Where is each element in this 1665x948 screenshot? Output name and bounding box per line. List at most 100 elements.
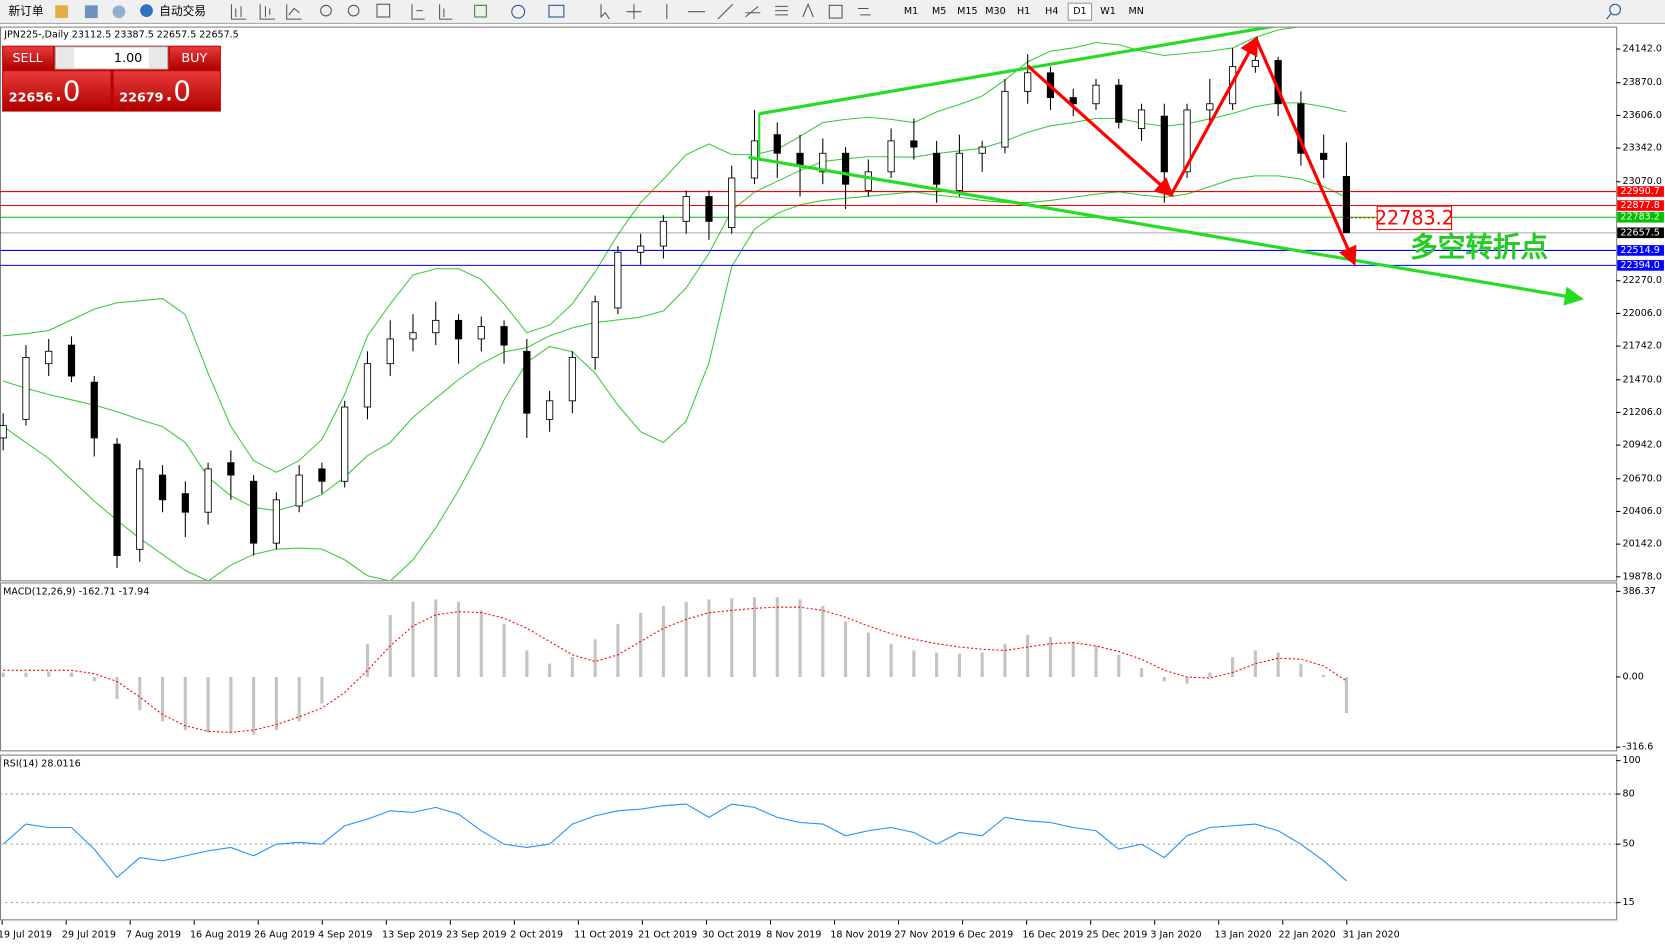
price-label-bg	[1617, 260, 1664, 271]
bid-main: 22656	[9, 90, 53, 105]
y-tick-label: 24142.0	[1623, 44, 1662, 55]
macd-bar	[320, 676, 324, 704]
candle-body	[955, 152, 964, 191]
y-tick-label: 21470.0	[1623, 374, 1662, 385]
macd-bar	[1, 672, 5, 677]
timeframe[interactable]: W1	[1100, 6, 1116, 17]
rsi-tick-label: 15	[1623, 897, 1635, 908]
candle-body	[1001, 90, 1009, 148]
candle-body	[67, 344, 76, 377]
candle-body	[1137, 109, 1146, 129]
icon[interactable]	[55, 5, 68, 19]
arrow	[1026, 64, 1175, 198]
rsi-plot	[0, 793, 1617, 904]
macd-bar	[1231, 657, 1235, 677]
icon[interactable]	[112, 5, 126, 19]
x-tick-label: 18 Nov 2019	[830, 930, 891, 941]
candle-body	[614, 251, 622, 309]
buy-label[interactable]: BUY	[181, 51, 207, 66]
rsi-line	[2, 803, 1347, 882]
y-tick-label: 23606.0	[1623, 110, 1662, 121]
bollinger-middle	[3, 102, 1347, 512]
x-tick-label: 22 Jan 2020	[1278, 930, 1335, 941]
lot-down[interactable]	[56, 47, 75, 69]
main-frame	[0, 26, 1618, 582]
price-label-bg	[1617, 245, 1664, 256]
toolbar: 新订单 自动交易 M1 M5 M15 M30 H1 H4 D1 W1 MN	[0, 0, 1665, 24]
sell-label[interactable]: SELL	[12, 51, 43, 66]
x-tick-label: 6 Dec 2019	[958, 930, 1013, 941]
macd-label: MACD(12,26,9) -162.71 -17.94	[3, 586, 149, 597]
arrow	[1169, 35, 1259, 196]
y-tick-label: 20670.0	[1623, 473, 1662, 484]
timeframe[interactable]: H1	[1017, 6, 1030, 17]
lot-value[interactable]: 1.00	[114, 51, 142, 66]
macd-bar	[775, 597, 779, 677]
macd-bar	[1208, 672, 1212, 677]
timeframe-active[interactable]	[1067, 2, 1093, 21]
icon[interactable]	[84, 5, 98, 19]
macd-bar	[593, 639, 597, 677]
macd-signal	[3, 606, 1347, 733]
price-label: 22394.0	[1620, 260, 1659, 271]
lot-field[interactable]	[54, 46, 169, 70]
macd-bar	[1162, 676, 1166, 682]
candle-body	[591, 301, 599, 358]
candle-body	[0, 425, 7, 439]
icon[interactable]	[140, 4, 153, 18]
timeframe[interactable]: H4	[1045, 6, 1058, 17]
timeframe[interactable]: M30	[985, 6, 1005, 17]
macd-tick-label: 386.37	[1623, 586, 1656, 597]
candle-body	[318, 468, 326, 482]
sell-price-box[interactable]	[3, 71, 111, 111]
macd-bar	[707, 599, 711, 677]
timeframe[interactable]: MN	[1129, 6, 1144, 17]
main-plot	[0, 27, 1617, 581]
macd-bar	[297, 676, 301, 722]
trendline-lower	[748, 155, 1584, 306]
buy-button[interactable]	[169, 46, 220, 70]
x-tick-label: 29 Jul 2019	[62, 930, 116, 941]
macd-bar	[1276, 652, 1280, 677]
macd-bar	[138, 676, 142, 711]
annotation-box	[1376, 205, 1453, 231]
toolbar-button[interactable]: 自动交易	[159, 4, 206, 18]
candle-body	[659, 220, 668, 247]
y-tick-label: 23070.0	[1623, 176, 1662, 187]
candle-body	[910, 140, 918, 148]
lot-up[interactable]	[148, 47, 167, 69]
rsi-tick-label: 100	[1623, 755, 1641, 766]
macd-bar	[525, 650, 529, 677]
timeframe[interactable]: M1	[904, 6, 918, 17]
macd-bar	[616, 623, 620, 677]
buy-price-box[interactable]	[113, 71, 220, 111]
macd-plot	[1, 597, 1349, 735]
macd-bar	[570, 657, 574, 677]
x-tick-label: 31 Jan 2020	[1343, 930, 1400, 941]
toolbar-icons	[230, 2, 1621, 20]
sell-button[interactable]	[3, 46, 54, 70]
x-tick-label: 30 Oct 2019	[702, 930, 761, 941]
timeframe[interactable]: M5	[932, 6, 946, 17]
timeframe[interactable]: M15	[957, 6, 977, 17]
macd-bar	[912, 650, 916, 677]
candle-body	[841, 152, 850, 185]
rsi-tick-label: 80	[1623, 789, 1635, 800]
candle-body	[1206, 103, 1214, 111]
bollinger-upper	[3, 27, 1298, 473]
ask-frac: .0	[165, 74, 191, 107]
macd-bar	[1048, 637, 1053, 677]
candle-body	[432, 319, 440, 334]
candle-body	[454, 319, 463, 340]
toolbar-button[interactable]: 新订单	[8, 4, 43, 18]
price-label: 22877.8	[1620, 200, 1659, 211]
arrow	[1254, 38, 1357, 267]
macd-bar	[1299, 663, 1303, 677]
macd-bar	[274, 676, 278, 731]
y-tick-label: 19878.0	[1623, 571, 1662, 582]
candle-body	[136, 468, 144, 550]
timeframes: 新订单 自动交易 M1 M5 M15 M30 H1 H4 D1 W1 MN	[8, 2, 1144, 21]
x-tick-label: 8 Nov 2019	[766, 930, 821, 941]
timeframe[interactable]: D1	[1073, 6, 1086, 17]
